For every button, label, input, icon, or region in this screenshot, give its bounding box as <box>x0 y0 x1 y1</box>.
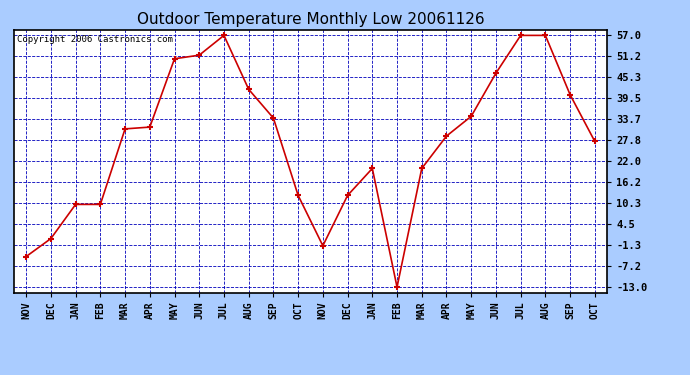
Title: Outdoor Temperature Monthly Low 20061126: Outdoor Temperature Monthly Low 20061126 <box>137 12 484 27</box>
Text: Copyright 2006 Castronics.com: Copyright 2006 Castronics.com <box>17 35 172 44</box>
